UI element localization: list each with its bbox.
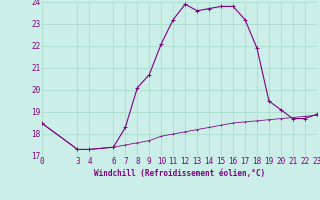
X-axis label: Windchill (Refroidissement éolien,°C): Windchill (Refroidissement éolien,°C) (94, 169, 265, 178)
